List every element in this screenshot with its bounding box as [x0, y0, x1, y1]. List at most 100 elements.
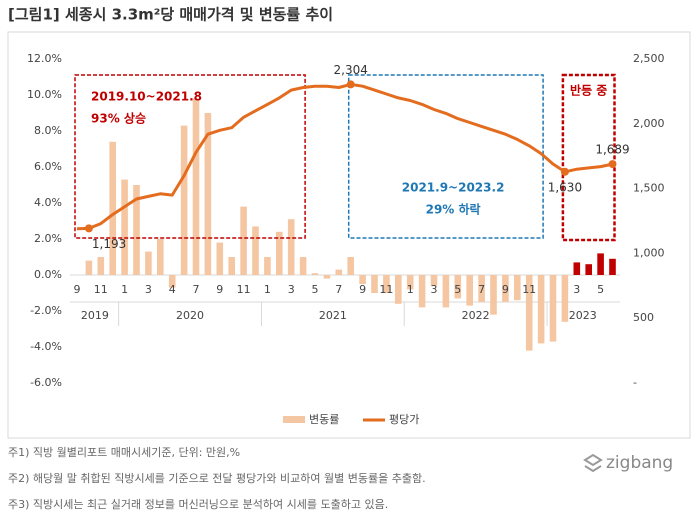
- annotation-text: 2021.9~2023.2: [402, 181, 505, 195]
- x-tick-label: 11: [237, 283, 251, 296]
- x-tick-label: 3: [145, 283, 152, 296]
- bar: [371, 275, 378, 293]
- x-tick-label: 5: [312, 283, 319, 296]
- x-group-label: 2019: [81, 309, 109, 322]
- y-tick-label: -4.0%: [30, 340, 62, 353]
- bar: [145, 251, 152, 275]
- annotation-box: [74, 74, 306, 239]
- annotation-text: 93% 상승: [91, 111, 146, 126]
- x-tick-label: 3: [288, 283, 295, 296]
- y2-tick-label: -: [633, 376, 637, 389]
- x-tick-label: 9: [359, 283, 366, 296]
- bar: [240, 206, 247, 275]
- x-tick-label: 11: [94, 283, 108, 296]
- bar: [442, 275, 450, 308]
- bar: [228, 257, 235, 275]
- bar: [454, 275, 462, 299]
- annotation-box: [561, 73, 616, 242]
- bar: [276, 231, 283, 275]
- x-tick-label: 4: [169, 283, 176, 296]
- x-tick-label: 11: [379, 283, 393, 296]
- bar: [264, 257, 271, 275]
- legend: 변동률 평당가: [283, 413, 419, 426]
- bar: [561, 275, 569, 322]
- bar: [466, 275, 473, 306]
- bar: [573, 262, 581, 275]
- bar: [383, 275, 390, 293]
- chart-frame: [7, 31, 691, 439]
- footnote: 주3) 직방시세는 최근 실거래 정보를 머신러닝으로 분석하여 시세를 도출하…: [8, 497, 388, 511]
- line-point: [608, 160, 617, 169]
- y2-tick-label: 2,000: [633, 117, 665, 130]
- x-tick-label: 9: [216, 283, 223, 296]
- bar: [216, 242, 224, 275]
- logo-text: zigbang: [606, 453, 673, 473]
- y-tick-label: 10.0%: [27, 88, 62, 101]
- bar: [525, 275, 533, 351]
- bar: [168, 275, 176, 288]
- bar: [395, 275, 402, 304]
- bar: [204, 113, 212, 275]
- x-tick-label: 9: [502, 283, 509, 296]
- x-tick-label: 3: [573, 283, 580, 296]
- line: [76, 82, 613, 231]
- x-tick-label: 7: [478, 283, 485, 296]
- annotation-text: 반등 중: [570, 83, 607, 98]
- y2-tick-label: 1,000: [633, 246, 665, 259]
- data-label: 1,630: [548, 180, 582, 194]
- y-tick-label: -6.0%: [30, 376, 62, 389]
- line-point: [84, 224, 93, 233]
- bar: [180, 125, 188, 275]
- bar: [609, 258, 616, 275]
- legend-swatch: [283, 416, 305, 423]
- annotation-box: [347, 74, 544, 239]
- y2-tick-label: 500: [633, 311, 654, 324]
- bar: [192, 98, 200, 275]
- x-group-label: 2023: [569, 309, 597, 322]
- y-tick-label: -2.0%: [30, 304, 62, 317]
- data-label: 1,193: [92, 237, 126, 251]
- x-tick-label: 5: [454, 283, 461, 296]
- bar: [323, 275, 331, 279]
- y-tick-label: 4.0%: [34, 196, 62, 209]
- y2-tick-label: 2,500: [633, 52, 665, 65]
- x-tick-label: 7: [193, 283, 200, 296]
- bar: [359, 275, 366, 284]
- annotation-text: 29% 하락: [426, 202, 481, 217]
- bar: [299, 257, 307, 275]
- x-group-label: 2022: [462, 309, 490, 322]
- bar: [418, 275, 426, 308]
- x-tick-label: 1: [264, 283, 271, 296]
- bar: [97, 257, 105, 275]
- bar: [406, 275, 414, 290]
- legend-label: 평당가: [389, 413, 419, 426]
- line-point: [346, 80, 355, 89]
- chart-title: [그림1] 세종시 3.3m²당 매매가격 및 변동률 추이: [8, 6, 333, 24]
- y-tick-label: 6.0%: [34, 160, 62, 173]
- bar: [502, 275, 509, 302]
- logo: zigbang: [583, 453, 673, 473]
- annotation-text: 2019.10~2021.8: [91, 90, 202, 104]
- y2-tick-label: 1,500: [633, 182, 665, 195]
- y-tick-label: 8.0%: [34, 124, 62, 137]
- x-tick-label: 5: [597, 283, 604, 296]
- bar: [109, 141, 116, 275]
- line-point: [560, 167, 569, 176]
- x-tick-label: 3: [431, 283, 438, 296]
- bar: [478, 275, 485, 302]
- x-tick-label: 1: [407, 283, 414, 296]
- y-tick-label: 0.0%: [34, 268, 62, 281]
- bar: [335, 269, 343, 275]
- footnote: 주1) 직방 월별리포트 매매시세기준, 단위: 만원,%: [8, 446, 240, 459]
- x-group-label: 2020: [176, 309, 204, 322]
- bar: [121, 179, 128, 275]
- x-tick-label: 7: [335, 283, 342, 296]
- bar: [597, 253, 604, 275]
- bar: [311, 273, 319, 275]
- bar: [514, 275, 521, 301]
- footnote: 주2) 해당월 말 취합된 직방시세를 기준으로 전달 평당가와 비교하여 월별…: [8, 471, 426, 485]
- legend-label: 변동률: [309, 413, 339, 426]
- bar: [347, 257, 354, 275]
